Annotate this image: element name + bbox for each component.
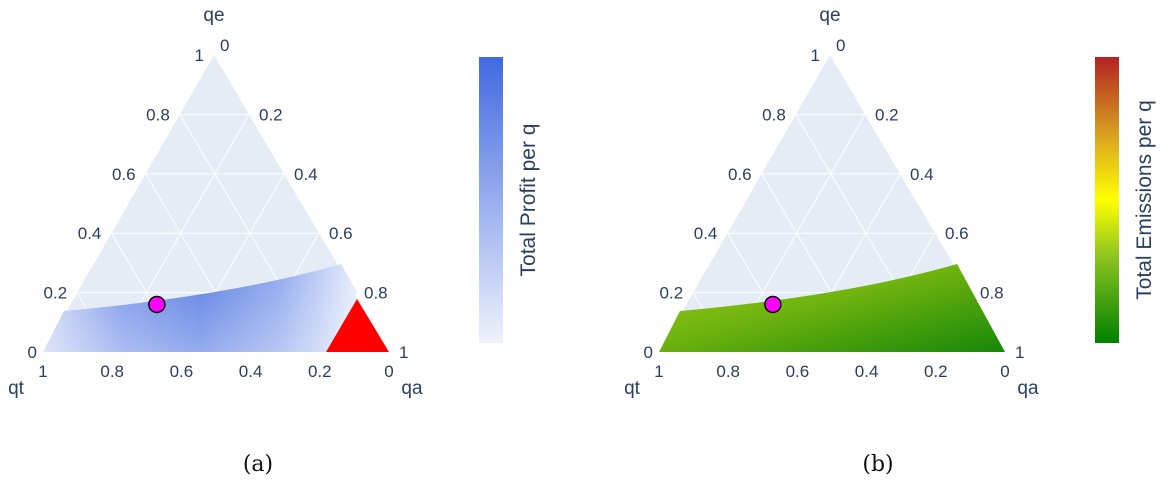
- tick-label-qt: 0.6: [170, 362, 194, 381]
- axis-title-qe: qe: [203, 5, 224, 26]
- tick-label-qe-zero: 0: [644, 343, 653, 362]
- optimum-marker: [148, 295, 166, 314]
- axis-ticks: 0.2 0.4 0.6 0.8 1 0.2 0.4 0.6 0.8 1 1 0.8 0.6 0.4 0.2 0…: [28, 36, 409, 381]
- tick-label-qt-zero: 0: [836, 36, 845, 55]
- tick-label-qe: 0.6: [112, 165, 136, 184]
- tick-label-qt: 0.2: [308, 362, 332, 381]
- profit-region-shading: [43, 264, 357, 352]
- axis-title-qe: qe: [819, 5, 840, 26]
- tick-label-qt: 0.6: [786, 362, 810, 381]
- tick-label-qa: 0.6: [329, 224, 353, 243]
- axis-ticks: 0.2 0.4 0.6 0.8 1 0.2 0.4 0.6 0.8 1 1 0.8 0.6 0.4 0.2 0…: [644, 36, 1025, 381]
- tick-label-qa: 0.8: [980, 284, 1004, 303]
- tick-label-qa: 1: [399, 343, 408, 362]
- axis-title-qt: qt: [624, 378, 641, 399]
- axis-title-qt: qt: [8, 378, 25, 399]
- panel-caption: (a): [243, 452, 273, 477]
- tick-label-qt-zero: 0: [220, 36, 229, 55]
- colorbar: [479, 57, 503, 343]
- tick-label-qt: 0.8: [716, 362, 740, 381]
- infeasible-region: [326, 299, 389, 352]
- colorbar-title: Total Emissions per q: [1133, 100, 1156, 300]
- optimum-marker: [764, 295, 782, 314]
- tick-label-qe: 0.4: [694, 224, 718, 243]
- tick-label-qe: 0.4: [78, 224, 102, 243]
- panel-a: 0.2 0.4 0.6 0.8 1 0.2 0.4 0.6 0.8 1 1 0.8 0.6 0.4 0.2 0…: [8, 5, 540, 477]
- colorbar-title: Total Profit per q: [517, 124, 540, 277]
- panel-caption: (b): [862, 452, 893, 477]
- tick-label-qe: 0.8: [762, 105, 786, 124]
- tick-label-qt: 0.2: [924, 362, 948, 381]
- tick-label-qe: 0.2: [44, 284, 68, 303]
- tick-label-qe: 0.8: [146, 105, 170, 124]
- tick-label-qa: 0.4: [910, 165, 934, 184]
- tick-label-qa-zero: 0: [384, 362, 393, 381]
- colorbar: [1095, 57, 1119, 343]
- axis-title-qa: qa: [1017, 378, 1039, 399]
- tick-label-qa-zero: 0: [1000, 362, 1009, 381]
- tick-label-qe: 1: [195, 46, 204, 65]
- tick-label-qe: 0.2: [660, 284, 684, 303]
- tick-label-qa: 0.2: [875, 105, 899, 124]
- tick-label-qa: 0.6: [945, 224, 969, 243]
- emissions-feasible-region: [659, 264, 1005, 352]
- panel-b: 0.2 0.4 0.6 0.8 1 0.2 0.4 0.6 0.8 1 1 0.8 0.6 0.4 0.2 0…: [624, 5, 1156, 477]
- tick-label-qe: 1: [811, 46, 820, 65]
- tick-label-qa: 0.8: [364, 284, 388, 303]
- tick-label-qt: 0.8: [100, 362, 124, 381]
- axis-title-qa: qa: [401, 378, 423, 399]
- tick-label-qt: 1: [38, 362, 47, 381]
- tick-label-qe: 0.6: [728, 165, 752, 184]
- tick-label-qa: 0.4: [294, 165, 318, 184]
- tick-label-qa: 0.2: [259, 105, 283, 124]
- tick-label-qe-zero: 0: [28, 343, 37, 362]
- tick-label-qa: 1: [1015, 343, 1024, 362]
- tick-label-qt: 0.4: [239, 362, 263, 381]
- tick-label-qt: 0.4: [855, 362, 879, 381]
- tick-label-qt: 1: [654, 362, 663, 381]
